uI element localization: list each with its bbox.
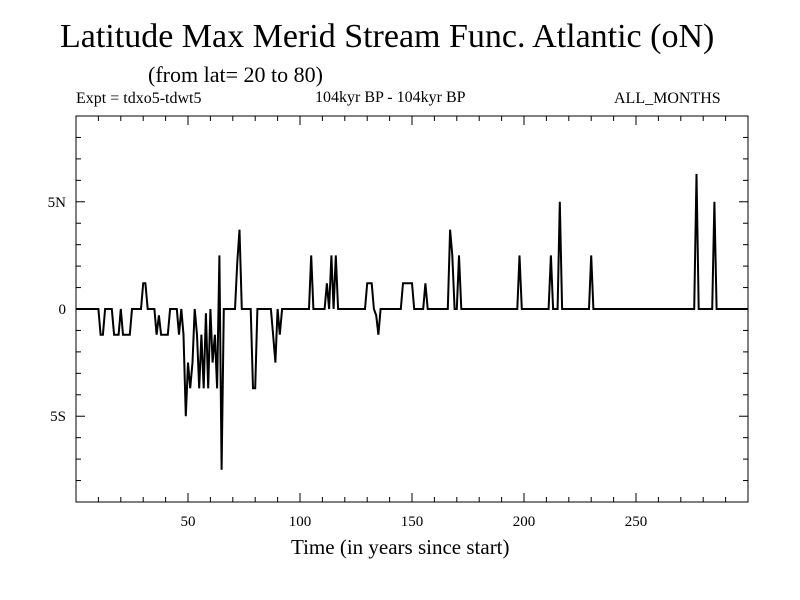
- axis-ticks: [76, 116, 748, 502]
- season-label: ALL_MONTHS: [614, 90, 721, 107]
- chart-title: Latitude Max Merid Stream Func. Atlantic…: [60, 18, 715, 55]
- period-label: 104kyr BP - 104kyr BP: [315, 89, 466, 106]
- y-tick-label: 0: [59, 302, 67, 318]
- y-tick-label: 5N: [48, 195, 67, 211]
- y-tick-label: 5S: [50, 409, 66, 425]
- x-tick-label: 50: [181, 514, 196, 530]
- x-tick-label: 150: [401, 514, 424, 530]
- x-tick-label: 250: [625, 514, 648, 530]
- series-line: [76, 173, 748, 470]
- x-axis-label: Time (in years since start): [291, 535, 510, 559]
- x-tick-label: 200: [513, 514, 536, 530]
- x-tick-label: 100: [289, 514, 312, 530]
- experiment-label: Expt = tdxo5-tdwt5: [76, 90, 202, 107]
- chart-subtitle: (from lat= 20 to 80): [148, 62, 323, 87]
- tick-labels: 50 100 150 200 250 5N 0 5S: [48, 195, 648, 530]
